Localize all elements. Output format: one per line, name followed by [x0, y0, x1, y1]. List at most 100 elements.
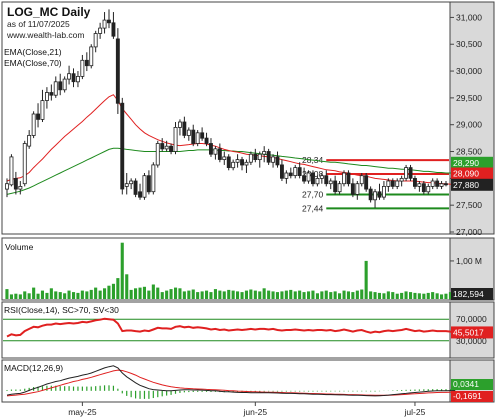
- volume-bar: [178, 288, 182, 299]
- volume-bar: [346, 291, 350, 299]
- volume-bar: [391, 292, 395, 299]
- volume-last-value: 182,594: [453, 289, 484, 299]
- candle-body: [328, 180, 333, 185]
- candle-body: [177, 121, 182, 128]
- flag-green-bg: [451, 156, 493, 169]
- candle-body: [217, 148, 222, 160]
- volume-bar: [165, 290, 169, 299]
- support-label: 27,70: [302, 189, 324, 199]
- candle-body: [58, 81, 63, 91]
- candle-body: [288, 172, 293, 177]
- candle-body: [71, 73, 76, 83]
- volume-bar: [382, 293, 386, 299]
- volume-bar: [174, 287, 178, 299]
- volume-bar: [413, 292, 417, 299]
- rsi-last-value: 45,5017: [453, 327, 484, 337]
- volume-bar: [307, 291, 311, 299]
- volume-bar: [58, 292, 62, 299]
- candle-body: [390, 180, 395, 187]
- volume-bar: [355, 290, 359, 299]
- volume-tick-label: 1,00 M: [456, 256, 482, 266]
- volume-panel: [1, 237, 451, 301]
- volume-bar: [63, 293, 67, 299]
- candle-body: [412, 177, 417, 187]
- volume-bar: [9, 294, 13, 299]
- volume-bar: [440, 294, 444, 299]
- volume-bar: [329, 292, 333, 299]
- volume-bar: [244, 290, 248, 299]
- candle-body: [284, 172, 289, 179]
- volume-bar: [196, 292, 200, 299]
- candle-body: [439, 183, 444, 187]
- volume-bar: [400, 292, 404, 299]
- volume-bar: [182, 291, 186, 299]
- candle-body: [160, 143, 165, 150]
- candle-body: [244, 161, 249, 166]
- flag-red: 28,090: [453, 169, 479, 179]
- volume-bar: [298, 290, 302, 299]
- volume-bar: [249, 289, 253, 299]
- volume-bar: [107, 285, 111, 299]
- volume-bar: [258, 291, 262, 299]
- candle-body: [93, 33, 98, 48]
- volume-bar: [253, 290, 257, 299]
- ema21-label: EMA(Close,21): [4, 47, 62, 57]
- rsi-level-label: 70,0000: [456, 314, 487, 324]
- candle-body: [377, 191, 382, 198]
- volume-bar: [262, 288, 266, 299]
- candle-body: [18, 185, 23, 190]
- candle-body: [124, 183, 129, 187]
- candle-body: [129, 180, 134, 185]
- volume-bar: [435, 293, 439, 299]
- volume-bar: [289, 289, 293, 299]
- x-tick-label: jun-25: [243, 407, 268, 417]
- price-tick-label: 30,000: [456, 66, 482, 76]
- candle-body: [253, 153, 258, 160]
- candle-body: [222, 156, 227, 160]
- candle-body: [182, 121, 187, 136]
- volume-bar: [240, 292, 244, 299]
- candle-body: [324, 175, 329, 185]
- volume-bar: [324, 290, 328, 299]
- candle-body: [293, 167, 298, 177]
- rsi-label: RSI(Close,14), SC>70, SV<30: [4, 305, 119, 315]
- site-url: www.wealth-lab.com: [6, 30, 84, 40]
- ema21-line: [6, 94, 455, 185]
- candle-body: [208, 143, 213, 155]
- candle-body: [191, 129, 196, 144]
- candle-body: [111, 22, 116, 37]
- volume-bar: [120, 242, 124, 299]
- volume-bar: [293, 291, 297, 299]
- volume-bar: [338, 293, 342, 299]
- volume-bar: [138, 287, 142, 299]
- volume-bar: [333, 291, 337, 299]
- volume-bar: [444, 293, 448, 299]
- x-tick-label: may-25: [68, 407, 97, 417]
- volume-bar: [267, 290, 271, 299]
- volume-bar: [147, 290, 151, 299]
- volume-bar: [227, 289, 231, 299]
- candle-body: [138, 191, 142, 198]
- x-tick-label: jul-25: [404, 407, 426, 417]
- candle-body: [386, 180, 391, 187]
- price-axis-bg: [449, 1, 495, 235]
- candle-body: [337, 183, 342, 193]
- candle-body: [133, 180, 138, 195]
- volume-bar: [209, 292, 213, 299]
- volume-bar: [364, 260, 368, 299]
- macd-last-value: 0,0341: [453, 379, 479, 389]
- volume-bar: [280, 291, 284, 299]
- candle-body: [204, 137, 209, 144]
- candle-body: [368, 188, 373, 201]
- volume-bar: [213, 289, 217, 299]
- candle-body: [27, 134, 32, 147]
- candle-body: [31, 113, 36, 136]
- candle-body: [235, 159, 240, 163]
- candle-body: [89, 46, 94, 67]
- candle-body: [5, 183, 9, 190]
- candle-body: [275, 156, 280, 166]
- asof-date: as of 11/07/2025: [7, 19, 70, 29]
- candle-body: [155, 143, 160, 166]
- candle-body: [200, 132, 205, 139]
